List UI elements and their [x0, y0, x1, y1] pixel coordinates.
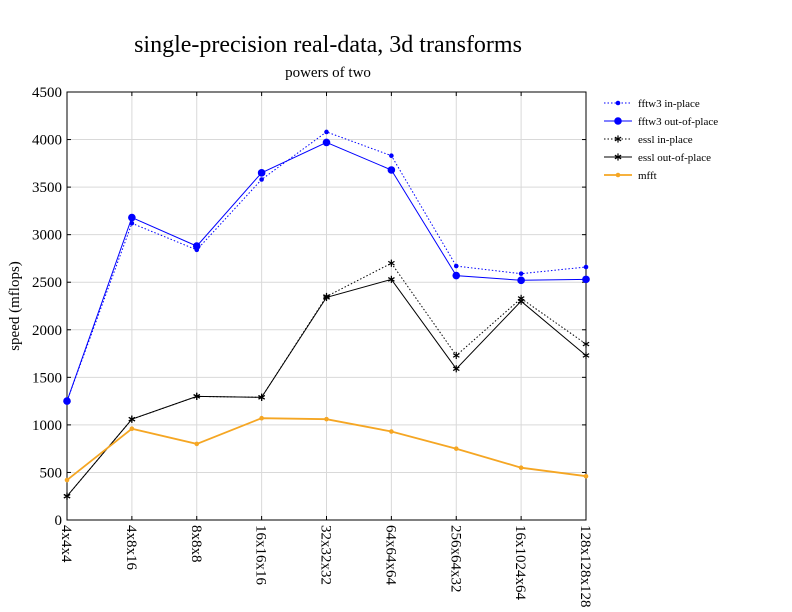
data-point: [615, 100, 621, 106]
data-point: [387, 259, 395, 267]
legend-item: fftw3 in-place: [604, 98, 700, 110]
data-point: [193, 392, 201, 400]
data-point: [453, 446, 459, 451]
x-tick-label: 8x8x8: [188, 525, 204, 563]
data-point-stroke: [582, 353, 590, 358]
y-tick-label: 1500: [32, 370, 62, 386]
data-point: [389, 153, 394, 159]
data-point: [258, 393, 266, 401]
chart-subtitle: powers of two: [285, 65, 371, 81]
legend: fftw3 in-place fftw3 out-of-place essl in-…: [604, 98, 718, 182]
data-point: [387, 275, 395, 283]
legend-label: essl in-place: [638, 134, 693, 146]
data-point: [517, 276, 525, 285]
y-tick-label: 2000: [32, 323, 62, 339]
legend-label: fftw3 in-place: [638, 98, 700, 110]
data-point: [257, 169, 266, 177]
x-tick-label: 32x32x32: [318, 525, 334, 585]
data-point: [64, 477, 70, 483]
data-point: [614, 153, 622, 161]
legend-item: essl in-place: [604, 134, 693, 146]
data-point-stroke: [128, 416, 136, 422]
data-point: [128, 415, 136, 423]
data-point: [452, 351, 460, 360]
data-point: [582, 351, 590, 360]
data-point-stroke: [387, 277, 395, 282]
plot-series: [63, 129, 590, 500]
data-point: [583, 264, 589, 270]
series-mfft: [64, 415, 589, 483]
data-point: [387, 166, 396, 174]
data-point: [63, 492, 71, 500]
x-tick-label: 128x128x128: [577, 525, 593, 608]
data-point: [517, 297, 525, 305]
data-point-stroke: [193, 394, 201, 399]
data-point: [129, 426, 135, 431]
y-tick-label: 2500: [32, 275, 62, 291]
data-point: [453, 263, 459, 269]
chart-title: single-precision real-data, 3d transform…: [134, 32, 522, 58]
y-tick-label: 1000: [32, 418, 62, 434]
series-line: [66, 131, 587, 402]
data-point-stroke: [582, 341, 590, 347]
legend-item: mfft: [604, 170, 657, 182]
x-tick-label: 4x4x4: [58, 525, 74, 563]
series-essl-out-of-place: [63, 275, 590, 500]
data-point-stroke: [452, 353, 460, 358]
data-point: [452, 365, 460, 373]
data-point: [389, 429, 394, 434]
data-point: [614, 117, 622, 125]
y-tick-label: 3500: [32, 180, 62, 196]
data-point-stroke: [63, 493, 71, 499]
data-point: [322, 138, 331, 147]
data-point: [259, 415, 264, 421]
data-point: [614, 135, 622, 143]
data-point: [615, 172, 621, 178]
data-point-stroke: [614, 154, 622, 160]
y-tick-label: 0: [55, 513, 63, 529]
grid: [66, 91, 587, 521]
data-point-stroke: [452, 366, 460, 372]
legend-label: mfft: [638, 170, 657, 182]
y-tick-label: 4000: [32, 133, 62, 149]
data-point-stroke: [517, 298, 525, 304]
data-point: [194, 441, 200, 447]
data-point: [518, 271, 524, 276]
x-axis: 4x4x4 4x8x16 8x8x8 16x16x16 32x32x32 64x64x64…: [58, 92, 593, 608]
data-point: [582, 340, 590, 348]
legend-label: fftw3 out-of-place: [638, 116, 718, 128]
x-tick-label: 4x8x16: [123, 525, 139, 571]
x-tick-label: 64x64x64: [382, 525, 398, 586]
series-fftw3-out-of-place: [63, 138, 590, 405]
data-point-stroke: [614, 136, 622, 142]
data-point-stroke: [387, 260, 395, 266]
data-point: [583, 473, 589, 479]
data-point: [128, 213, 136, 222]
legend-item: essl out-of-place: [604, 152, 711, 164]
y-tick-label: 4500: [32, 85, 62, 101]
data-point: [323, 293, 330, 302]
legend-item: fftw3 out-of-place: [604, 116, 718, 128]
data-point: [324, 129, 329, 135]
x-tick-label: 256x64x32: [447, 525, 463, 593]
data-point: [518, 465, 524, 470]
y-axis-label: speed (mflops): [7, 261, 23, 351]
data-point: [582, 275, 590, 284]
data-point: [259, 177, 264, 182]
legend-label: essl out-of-place: [638, 152, 711, 164]
y-axis: 0 500 1000 1500 2000 2500 3000 3500 4000 4500: [32, 85, 586, 529]
data-point: [192, 242, 201, 250]
y-tick-label: 500: [40, 465, 63, 481]
data-point-stroke: [258, 394, 266, 400]
y-tick-label: 3000: [32, 228, 62, 244]
data-point: [324, 416, 329, 422]
data-point: [63, 397, 71, 405]
data-point-stroke: [323, 295, 330, 300]
x-tick-label: 16x16x16: [253, 525, 269, 586]
data-point: [452, 271, 461, 280]
x-tick-label: 16x1024x64: [512, 525, 528, 601]
